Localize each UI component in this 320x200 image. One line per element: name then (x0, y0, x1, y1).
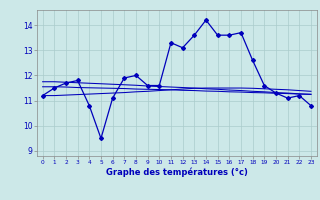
X-axis label: Graphe des températures (°c): Graphe des températures (°c) (106, 168, 248, 177)
